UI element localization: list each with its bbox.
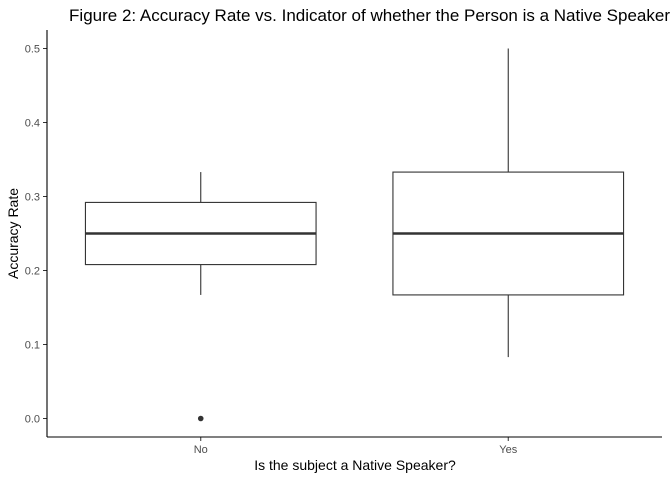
box-yes — [392, 48, 625, 358]
chart-title: Figure 2: Accuracy Rate vs. Indicator of… — [69, 6, 670, 25]
y-tick-label: 0.0 — [25, 414, 40, 426]
y-tick-label: 0.1 — [25, 340, 40, 352]
box-no — [84, 172, 317, 422]
y-tick-label: 0.5 — [25, 44, 40, 56]
x-tick-label: No — [194, 444, 208, 456]
outlier-point — [197, 415, 204, 422]
y-axis-ticks: 0.0 0.1 0.2 0.3 0.4 0.5 — [25, 44, 47, 426]
y-tick-label: 0.2 — [25, 266, 40, 278]
x-axis-ticks: No Yes — [194, 437, 518, 456]
x-tick-label: Yes — [499, 444, 517, 456]
y-tick-label: 0.3 — [25, 192, 40, 204]
box-plots — [84, 48, 625, 422]
y-tick-label: 0.4 — [25, 118, 40, 130]
x-axis-title: Is the subject a Native Speaker? — [254, 457, 456, 473]
y-axis-title: Accuracy Rate — [5, 188, 21, 279]
